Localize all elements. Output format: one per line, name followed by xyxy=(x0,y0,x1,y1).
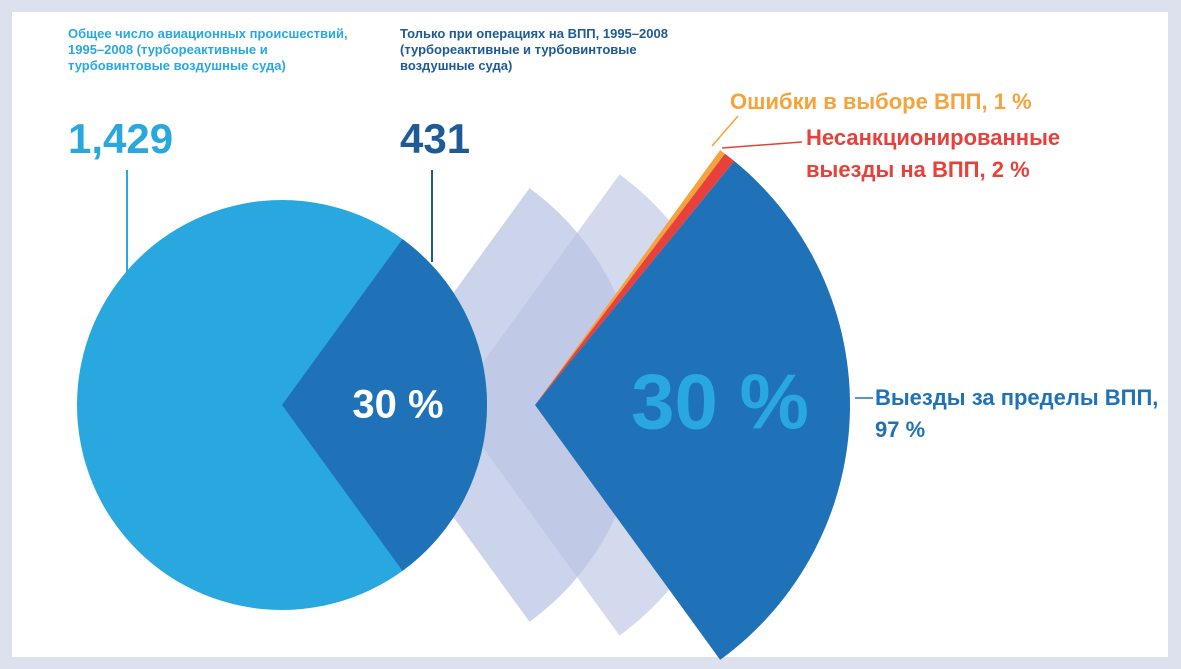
fan-slice xyxy=(535,153,735,405)
leader-line xyxy=(711,115,739,147)
fan-center-label: 30 % xyxy=(631,358,809,446)
legend-label: Несанкционированные выезды на ВПП, 2 % xyxy=(806,125,1061,182)
legend-label: Выезды за пределы ВПП, 97 % xyxy=(875,385,1159,442)
slice-label: 30 % xyxy=(352,383,443,427)
main-total: 1,429 xyxy=(68,115,174,162)
fan-slice xyxy=(535,161,851,660)
legend-label: Ошибки в выборе ВПП, 1 % xyxy=(730,89,1032,114)
sub-label: Только при операциях на ВПП, 1995–2008 (… xyxy=(400,26,668,73)
fan-slice xyxy=(535,150,725,405)
leader-line xyxy=(721,141,803,149)
main-label: Общее число авиационных происшествий, 19… xyxy=(68,26,348,73)
sub-total: 431 xyxy=(400,115,471,162)
pie-slice xyxy=(282,239,488,571)
